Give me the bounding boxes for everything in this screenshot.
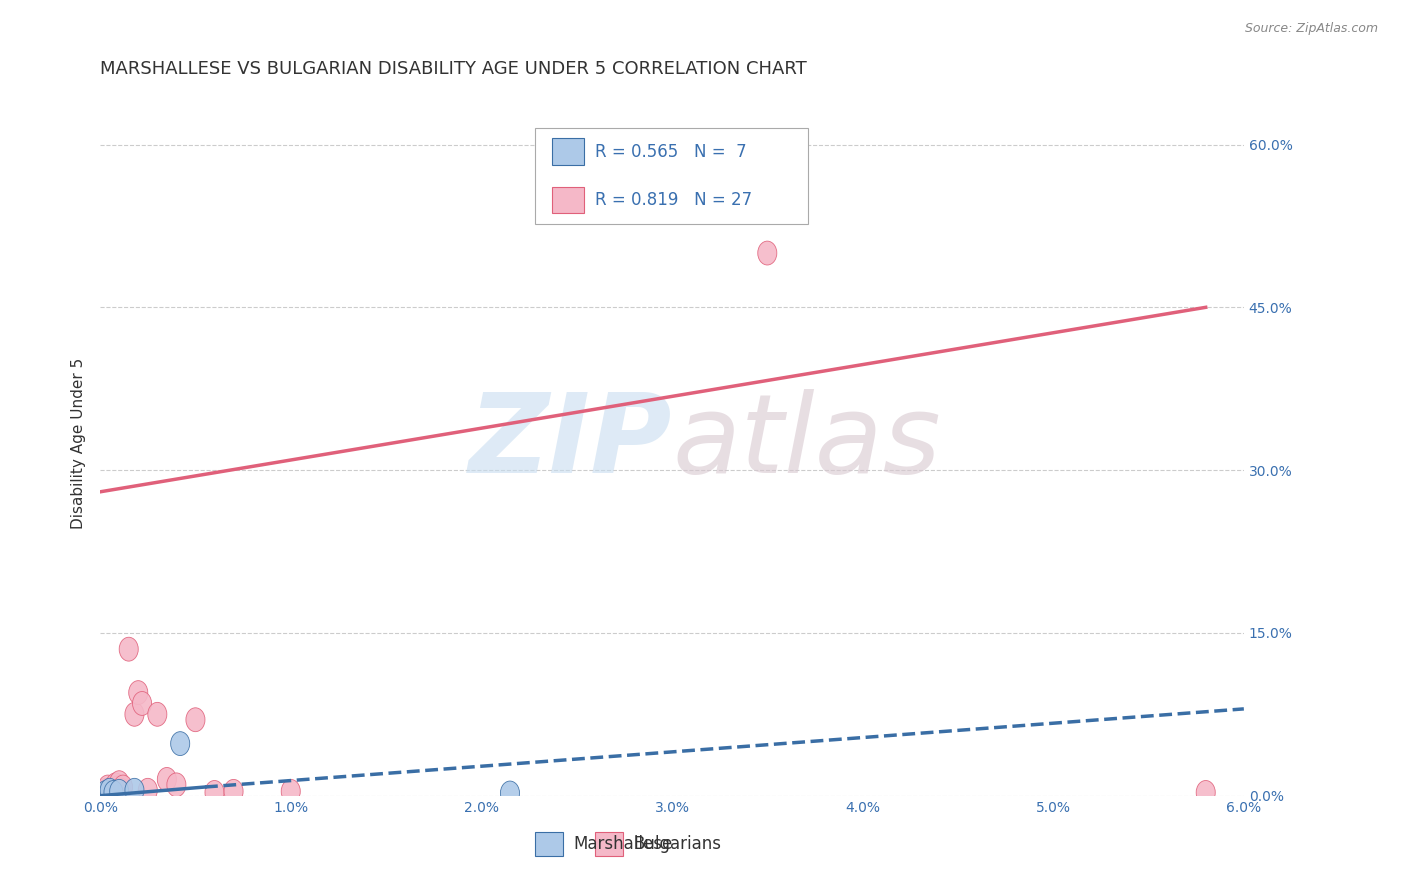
Ellipse shape: [114, 775, 132, 799]
Ellipse shape: [129, 681, 148, 705]
Ellipse shape: [132, 691, 152, 715]
Ellipse shape: [170, 731, 190, 756]
Text: MARSHALLESE VS BULGARIAN DISABILITY AGE UNDER 5 CORRELATION CHART: MARSHALLESE VS BULGARIAN DISABILITY AGE …: [100, 60, 807, 78]
Ellipse shape: [186, 707, 205, 731]
Ellipse shape: [125, 779, 143, 802]
Ellipse shape: [103, 777, 121, 801]
Y-axis label: Disability Age Under 5: Disability Age Under 5: [72, 358, 86, 529]
Text: R = 0.819   N = 27: R = 0.819 N = 27: [595, 191, 752, 209]
Ellipse shape: [148, 702, 167, 726]
Ellipse shape: [758, 241, 778, 265]
Ellipse shape: [104, 780, 122, 805]
Ellipse shape: [224, 780, 243, 804]
Ellipse shape: [100, 780, 120, 805]
Ellipse shape: [110, 771, 129, 795]
Ellipse shape: [105, 772, 125, 797]
Ellipse shape: [281, 780, 301, 804]
Text: Source: ZipAtlas.com: Source: ZipAtlas.com: [1244, 22, 1378, 36]
Ellipse shape: [110, 780, 129, 804]
Text: Marshallese: Marshallese: [574, 835, 673, 853]
Ellipse shape: [138, 779, 157, 802]
Ellipse shape: [157, 767, 176, 791]
Ellipse shape: [501, 781, 519, 805]
Text: ZIP: ZIP: [468, 390, 672, 497]
Ellipse shape: [98, 775, 117, 799]
Ellipse shape: [97, 780, 115, 805]
Text: Bulgarians: Bulgarians: [634, 835, 721, 853]
Ellipse shape: [1197, 780, 1215, 805]
Ellipse shape: [97, 779, 115, 802]
Text: R = 0.565   N =  7: R = 0.565 N = 7: [595, 143, 747, 161]
Ellipse shape: [100, 779, 120, 802]
Ellipse shape: [111, 779, 131, 802]
Ellipse shape: [104, 780, 122, 804]
Ellipse shape: [167, 772, 186, 797]
Ellipse shape: [94, 781, 114, 805]
Text: atlas: atlas: [672, 390, 941, 497]
Ellipse shape: [205, 780, 224, 805]
Ellipse shape: [120, 637, 138, 661]
Ellipse shape: [125, 702, 143, 726]
Ellipse shape: [108, 776, 127, 800]
